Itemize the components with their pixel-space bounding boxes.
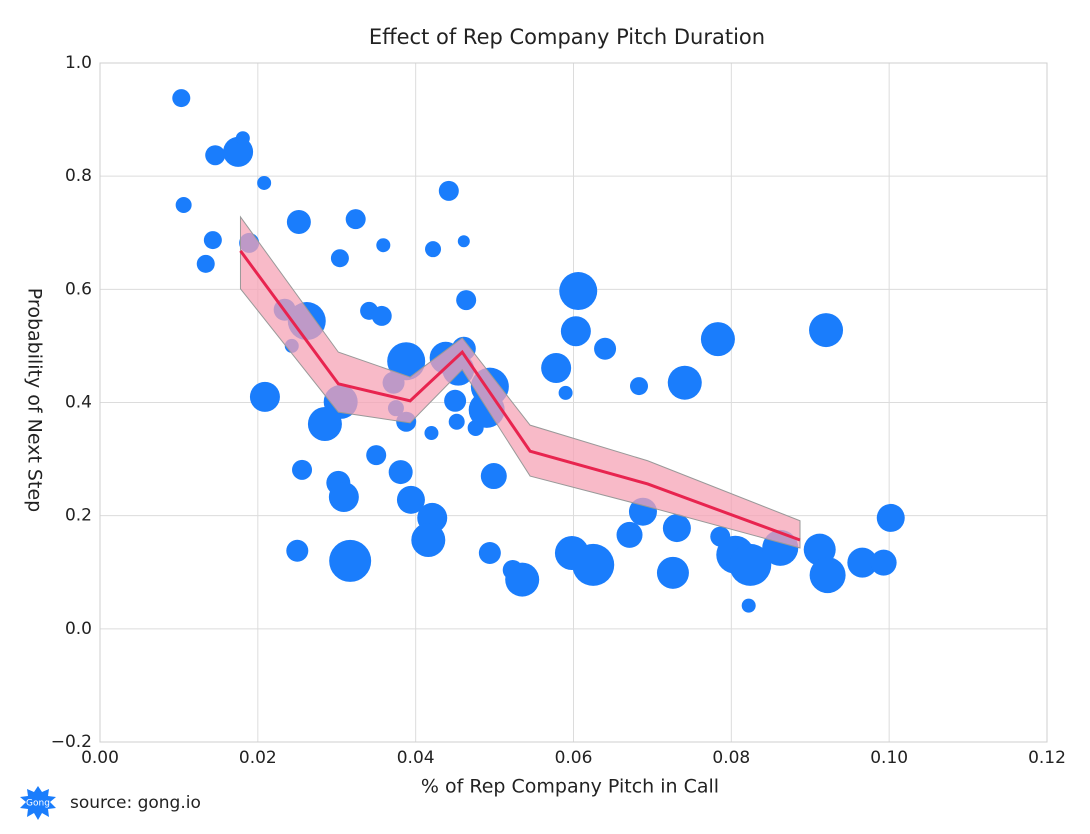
bubble — [330, 249, 349, 268]
logo-text: Gong — [26, 799, 50, 809]
bubble — [286, 539, 309, 562]
source-note: source: gong.io — [70, 793, 201, 813]
bubble — [425, 241, 442, 258]
bubble — [396, 485, 425, 514]
bubble — [387, 342, 426, 381]
y-tick-label: 0.6 — [65, 279, 92, 299]
y-axis-label: Probability of Next Step — [24, 288, 46, 512]
bubble — [329, 539, 372, 582]
bubble — [196, 254, 215, 273]
bubble — [444, 389, 467, 412]
bubble — [560, 316, 591, 347]
bubble — [172, 89, 191, 108]
bubble — [847, 547, 878, 578]
bubble — [249, 381, 280, 412]
bubble — [480, 463, 507, 490]
bubble — [411, 522, 446, 557]
bubble — [741, 598, 756, 613]
bubble — [559, 272, 598, 311]
logo-badge — [20, 786, 56, 820]
bubble — [366, 445, 387, 466]
bubble — [662, 514, 691, 543]
x-tick-label: 0.10 — [870, 748, 908, 768]
y-tick-label: 1.0 — [65, 53, 92, 73]
bubble — [572, 543, 615, 586]
bubble — [456, 290, 477, 311]
fit-line — [239, 249, 801, 542]
bubble — [594, 337, 617, 360]
bubble — [809, 313, 844, 348]
y-tick-label: 0.2 — [65, 506, 92, 526]
bubble — [667, 365, 702, 400]
y-tick-label: 0.8 — [65, 166, 92, 186]
bubble — [541, 352, 572, 383]
plot-frame — [99, 62, 1048, 743]
bubble — [616, 521, 643, 548]
bubble — [505, 562, 540, 597]
x-tick-label: 0.02 — [239, 748, 277, 768]
bubble — [656, 556, 689, 589]
bubble — [870, 549, 897, 576]
bubble — [376, 238, 391, 253]
bubble — [809, 557, 846, 594]
x-tick-label: 0.04 — [397, 748, 435, 768]
x-tick-label: 0.08 — [712, 748, 750, 768]
y-tick-label: 0.4 — [65, 393, 92, 413]
bubble — [371, 305, 392, 326]
bubble — [235, 131, 250, 146]
bubble — [478, 542, 501, 565]
chart-title: Effect of Rep Company Pitch Duration — [369, 25, 765, 49]
bubble — [345, 209, 366, 230]
bubble — [286, 209, 311, 234]
bubble — [729, 543, 772, 586]
y-tick-label: −0.2 — [51, 732, 92, 752]
bubble — [700, 322, 735, 357]
bubble — [388, 460, 413, 485]
bubble — [438, 180, 459, 201]
x-tick-label: 0.06 — [555, 748, 593, 768]
bubble — [448, 413, 465, 430]
bubble — [328, 481, 359, 512]
y-tick-label: 0.0 — [65, 619, 92, 639]
bubble — [257, 175, 272, 190]
bubble — [876, 503, 905, 532]
bubble — [630, 377, 649, 396]
x-axis-label: % of Rep Company Pitch in Call — [421, 776, 719, 798]
x-tick-label: 0.00 — [81, 748, 119, 768]
bubble — [424, 426, 439, 441]
bubble — [203, 231, 222, 250]
bubble — [558, 385, 573, 400]
bubble — [457, 235, 470, 248]
bubble — [307, 407, 342, 442]
bubble — [205, 145, 226, 166]
bubble — [292, 459, 313, 480]
bubble — [175, 197, 192, 214]
confidence-band — [239, 215, 801, 549]
x-tick-label: 0.12 — [1028, 748, 1066, 768]
